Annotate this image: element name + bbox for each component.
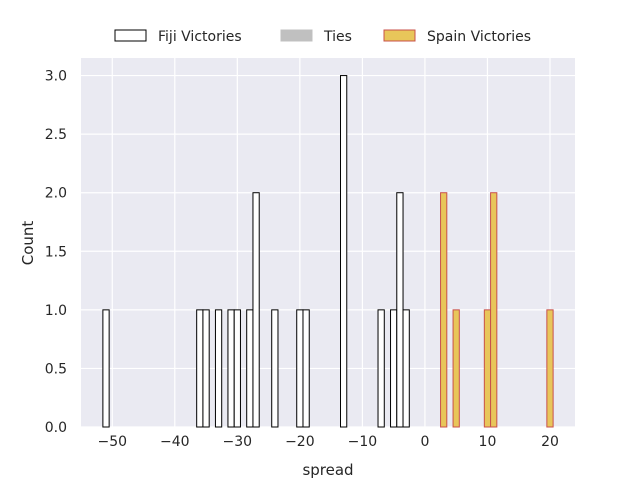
x-tick-label: −10	[348, 434, 378, 450]
bar-fiji-victories	[340, 75, 348, 428]
legend-label: Spain Victories	[427, 29, 531, 45]
x-axis-label: spread	[302, 461, 353, 479]
bar-spain-victories	[452, 309, 460, 428]
bar-spain-victories	[483, 309, 492, 428]
bar-fiji-victories	[202, 309, 210, 428]
x-tick-labels: −50 −40 −30 −20 −10 0 10 20	[97, 434, 558, 450]
bar-fiji-victories	[214, 309, 223, 428]
x-tick-label: 0	[420, 434, 429, 450]
y-tick-label: 2.0	[45, 186, 67, 202]
x-tick-label: −40	[160, 434, 190, 450]
legend: Fiji Victories Ties Spain Victories	[114, 29, 531, 45]
y-tick-label: 0.5	[45, 361, 67, 377]
y-axis-label: Count	[19, 221, 37, 266]
bar-fiji-victories	[252, 192, 260, 428]
legend-swatch-fiji-victories	[114, 29, 147, 42]
bar-fiji-victories	[377, 309, 385, 428]
y-tick-label: 1.5	[45, 244, 67, 260]
bar-fiji-victories	[271, 309, 279, 428]
bar-fiji-victories	[102, 309, 110, 428]
x-tick-label: −30	[223, 434, 253, 450]
x-tick-label: 20	[541, 434, 559, 450]
legend-swatch-spain-victories	[383, 29, 416, 42]
bar-fiji-victories	[396, 192, 404, 428]
bar-spain-victories	[546, 309, 554, 428]
bar-fiji-victories	[246, 309, 254, 428]
bar-spain-victories	[490, 192, 498, 428]
x-tick-label: 10	[479, 434, 497, 450]
bars	[102, 75, 554, 428]
legend-swatch-ties	[280, 29, 313, 42]
y-tick-label: 3.0	[45, 69, 67, 85]
y-tick-label: 0.0	[45, 420, 67, 436]
bar-fiji-victories	[227, 309, 235, 428]
bar-fiji-victories	[302, 309, 310, 428]
y-tick-label: 2.5	[45, 127, 67, 143]
legend-label: Ties	[323, 29, 352, 45]
y-tick-labels: 0.0 0.5 1.0 1.5 2.0 2.5 3.0	[45, 69, 67, 436]
bar-fiji-victories	[390, 309, 398, 428]
bar-fiji-victories	[402, 309, 410, 428]
x-tick-label: −50	[97, 434, 127, 450]
bar-spain-victories	[440, 192, 448, 428]
legend-label: Fiji Victories	[158, 29, 242, 45]
bar-fiji-victories	[233, 309, 241, 428]
bar-fiji-victories	[296, 309, 304, 428]
x-tick-label: −20	[285, 434, 315, 450]
plot-background	[81, 58, 575, 427]
y-tick-label: 1.0	[45, 303, 67, 319]
bar-fiji-victories	[196, 309, 204, 428]
